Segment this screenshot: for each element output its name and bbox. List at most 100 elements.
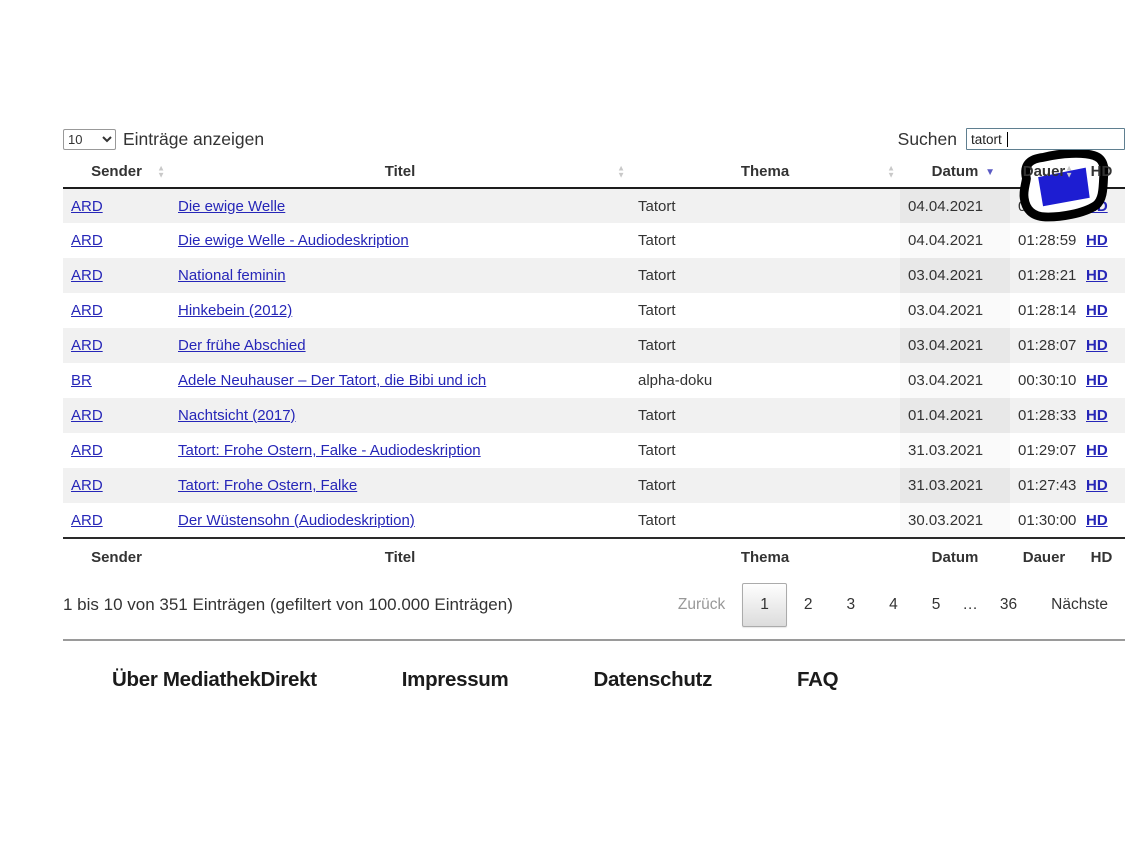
page-button-1[interactable]: 1 <box>742 583 787 627</box>
hd-cell: HD <box>1078 433 1125 468</box>
nav-link-datenschutz[interactable]: Datenschutz <box>593 668 713 691</box>
column-header-datum[interactable]: Datum ▼ <box>900 156 1010 189</box>
titel-cell: Der frühe Abschied <box>170 328 630 363</box>
thema-cell: Tatort <box>638 442 676 459</box>
sender-link[interactable]: BR <box>71 372 92 389</box>
hd-link[interactable]: HD <box>1086 407 1108 424</box>
titel-link[interactable]: Die ewige Welle - Audiodeskription <box>178 232 409 249</box>
hd-link[interactable]: HD <box>1086 477 1108 494</box>
column-header-label: HD <box>1090 163 1113 180</box>
page-button-36[interactable]: 36 <box>999 596 1018 613</box>
hd-link[interactable]: HD <box>1086 232 1108 249</box>
table-row: ARD Nachtsicht (2017) Tatort 01.04.2021 … <box>63 398 1125 433</box>
page-button-3[interactable]: 3 <box>846 596 856 613</box>
sender-link[interactable]: ARD <box>71 477 103 494</box>
page-length-control: 10 Einträge anzeigen <box>63 128 265 150</box>
search-input[interactable] <box>966 128 1125 150</box>
page-button-2[interactable]: 2 <box>803 596 813 613</box>
hd-link[interactable]: HD <box>1086 372 1108 389</box>
titel-link[interactable]: Adele Neuhauser – Der Tatort, die Bibi u… <box>178 372 487 389</box>
sender-cell: BR <box>63 363 170 398</box>
text-caret <box>1007 132 1008 147</box>
search-control: Suchen <box>898 128 1125 150</box>
sender-cell: ARD <box>63 258 170 293</box>
column-header-thema[interactable]: Thema ▲ ▼ <box>630 156 900 189</box>
hd-cell: HD <box>1078 223 1125 258</box>
sender-cell: ARD <box>63 398 170 433</box>
dauer-cell: 01:28:07 <box>1018 337 1077 354</box>
sender-link[interactable]: ARD <box>71 407 103 424</box>
sender-link[interactable]: ARD <box>71 197 103 215</box>
sender-link[interactable]: ARD <box>71 302 103 319</box>
titel-link[interactable]: Der Wüstensohn (Audiodeskription) <box>178 511 415 529</box>
hd-cell: HD <box>1078 328 1125 363</box>
previous-page-button[interactable]: Zurück <box>677 596 726 613</box>
titel-link[interactable]: Hinkebein (2012) <box>178 302 293 319</box>
titel-cell: Die ewige Welle <box>170 188 630 223</box>
column-header-label: Titel <box>384 163 416 180</box>
hd-link[interactable]: HD <box>1086 442 1108 459</box>
hd-link[interactable]: HD <box>1086 511 1108 529</box>
titel-link[interactable]: Die ewige Welle <box>178 197 286 215</box>
dauer-cell: 01:28:21 <box>1018 267 1077 284</box>
datum-cell: 04.04.2021 <box>900 223 1010 258</box>
page-button-5[interactable]: 5 <box>931 596 941 613</box>
datum-cell: 30.03.2021 <box>900 503 1010 538</box>
hd-link[interactable]: HD <box>1086 267 1108 284</box>
sender-link[interactable]: ARD <box>71 267 103 284</box>
datum-cell: 31.03.2021 <box>900 468 1010 503</box>
nav-link-faq[interactable]: FAQ <box>797 668 839 691</box>
sender-link[interactable]: ARD <box>71 511 103 529</box>
hd-link[interactable]: HD <box>1086 302 1108 319</box>
thema-cell: Tatort <box>638 511 676 529</box>
titel-cell: National feminin <box>170 258 630 293</box>
sender-cell: ARD <box>63 188 170 223</box>
dauer-cell: 01:28:14 <box>1018 302 1077 319</box>
page-length-select[interactable]: 10 <box>63 128 116 150</box>
footer-column-hd: HD <box>1078 537 1125 575</box>
column-header-label: Thema <box>740 163 790 180</box>
search-input-wrap <box>966 128 1125 150</box>
titel-link[interactable]: Tatort: Frohe Ostern, Falke - Audiodeskr… <box>178 442 481 459</box>
table-row: ARD Tatort: Frohe Ostern, Falke - Audiod… <box>63 433 1125 468</box>
sender-cell: ARD <box>63 328 170 363</box>
table-body: ARD Die ewige Welle Tatort 04.04.2021 01… <box>63 188 1125 538</box>
sender-link[interactable]: ARD <box>71 232 103 249</box>
header-row: Sender ▲ ▼ Titel ▲ ▼ Thema ▲ ▼ Datum ▼ Dauer ▲ ▼ … <box>63 156 1125 189</box>
sender-link[interactable]: ARD <box>71 442 103 459</box>
titel-link[interactable]: National feminin <box>178 267 286 284</box>
search-label: Suchen <box>897 128 957 149</box>
table-footer: Sender Titel Thema Datum Dauer HD <box>63 537 1125 575</box>
nav-link-impressum[interactable]: Impressum <box>401 668 509 691</box>
datum-cell: 03.04.2021 <box>900 258 1010 293</box>
footer-column-thema: Thema <box>630 537 900 575</box>
sender-cell: ARD <box>63 293 170 328</box>
next-page-button[interactable]: Nächste <box>1051 596 1108 613</box>
datum-cell: 03.04.2021 <box>900 293 1010 328</box>
titel-link[interactable]: Nachtsicht (2017) <box>178 407 296 424</box>
footer-column-sender: Sender <box>63 537 170 575</box>
column-header-label: Datum <box>931 163 979 180</box>
footer-column-datum: Datum <box>900 537 1010 575</box>
page-button-4[interactable]: 4 <box>889 596 898 613</box>
sort-icon: ▲ ▼ <box>1065 163 1073 180</box>
sender-link[interactable]: ARD <box>71 337 103 354</box>
sort-icon: ▲ ▼ <box>157 163 165 180</box>
page-length-label: Einträge anzeigen <box>123 128 265 149</box>
nav-link-about[interactable]: Über MediathekDirekt <box>112 668 317 691</box>
titel-link[interactable]: Der frühe Abschied <box>178 337 306 354</box>
dauer-cell: 01:28:33 <box>1018 407 1077 424</box>
column-header-dauer[interactable]: Dauer ▲ ▼ <box>1010 156 1078 189</box>
column-header-sender[interactable]: Sender ▲ ▼ <box>63 156 170 189</box>
titel-cell: Die ewige Welle - Audiodeskription <box>170 223 630 258</box>
column-header-titel[interactable]: Titel ▲ ▼ <box>170 156 630 189</box>
hd-link[interactable]: HD <box>1086 337 1108 354</box>
dauer-cell: 01:29:07 <box>1018 442 1077 459</box>
sender-cell: ARD <box>63 503 170 538</box>
column-header-hd[interactable]: HD <box>1078 156 1125 189</box>
titel-cell: Nachtsicht (2017) <box>170 398 630 433</box>
titel-cell: Tatort: Frohe Ostern, Falke - Audiodeskr… <box>170 433 630 468</box>
thema-cell: Tatort <box>638 232 676 249</box>
thema-cell: Tatort <box>638 302 676 319</box>
titel-link[interactable]: Tatort: Frohe Ostern, Falke <box>178 477 358 494</box>
